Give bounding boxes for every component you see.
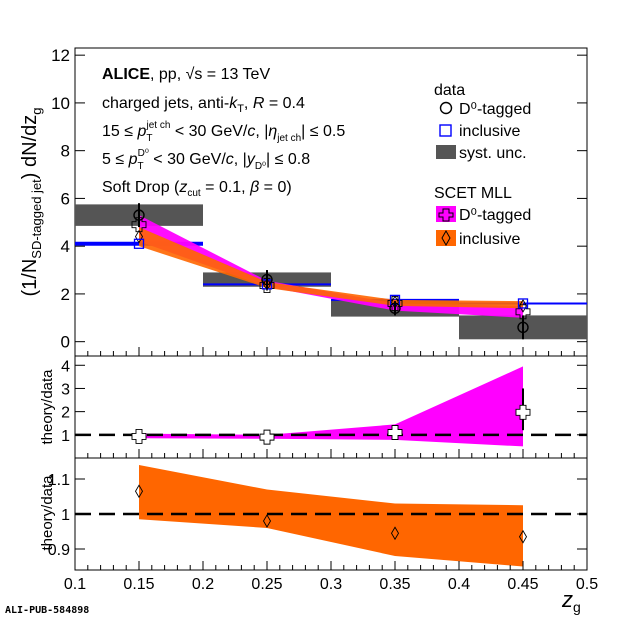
legend-theory-d0-band <box>436 206 456 222</box>
ratio-d0-plot-layer <box>75 366 587 447</box>
legend-inclusive-data-marker <box>439 124 452 137</box>
theory-inclusive-marker <box>262 277 272 292</box>
y-tick-label: 0 <box>61 333 70 352</box>
ratio-d0-point <box>259 429 275 445</box>
y-tick-label: 2 <box>61 405 70 422</box>
ratio-d0-y-axis-title: theory/data <box>39 369 56 445</box>
ratio-d0-point <box>131 428 147 444</box>
inclusive-data-point <box>133 238 145 249</box>
legend-inclusive-data-label: inclusive <box>459 123 520 140</box>
legend-theory-d0-label: D⁰-tagged <box>459 207 531 224</box>
legend-syst-marker <box>436 145 456 159</box>
main-plot-layer <box>75 203 587 340</box>
d0-data-point <box>389 302 401 314</box>
ratio-inclusive-band <box>139 465 523 567</box>
y-tick-label: 1 <box>61 507 70 524</box>
y-tick-label: 1 <box>61 428 70 445</box>
x-tick-label: 0.4 <box>448 576 470 593</box>
y-tick-label: 1.1 <box>48 472 70 489</box>
theory-inclusive-marker <box>134 229 144 244</box>
legend-data-header: data <box>434 82 465 99</box>
ratio-inclusive-point <box>518 529 528 544</box>
legend-theory-incl-band <box>436 230 456 246</box>
ratio-inclusive-point <box>390 526 400 541</box>
annotation-soft-drop: Soft Drop (zcut = 0.1, β = 0) <box>102 179 292 199</box>
y-tick-label: 8 <box>61 142 70 161</box>
x-tick-label: 0.45 <box>507 576 538 593</box>
theory-inclusive-band <box>139 227 523 309</box>
legend-theory-incl-marker <box>441 229 451 247</box>
ratio-d0-band <box>139 366 523 447</box>
ratio-d0-point <box>515 404 531 420</box>
x-tick-label: 0.1 <box>64 576 86 593</box>
publication-id: ALI-PUB-584898 <box>5 605 89 616</box>
theory-d0-marker <box>131 217 147 233</box>
ratio-inclusive-point <box>262 514 272 528</box>
ratio-inclusive-point <box>134 484 144 499</box>
x-tick-label: 0.5 <box>576 576 598 593</box>
d0-data-point <box>133 209 145 221</box>
legend-syst-label: syst. unc. <box>459 145 527 162</box>
d0-data-point <box>261 273 273 286</box>
x-tick-label: 0.35 <box>379 576 410 593</box>
legend-d0-data-marker <box>439 101 453 115</box>
y-tick-label: 10 <box>51 94 70 113</box>
inclusive-data-point <box>517 298 529 309</box>
theory-d0-marker <box>387 296 403 311</box>
theory-inclusive-marker <box>518 298 528 313</box>
main-y-axis-title: (1/NSD-tagged jet) dN/dzg <box>19 108 44 297</box>
y-tick-label: 4 <box>61 237 70 256</box>
theory-d0-marker <box>515 304 531 320</box>
d0-data-point <box>517 321 529 334</box>
ratio-incl-plot-layer <box>75 465 587 567</box>
ratio-incl-y-axis-title: theory/data <box>39 475 56 551</box>
y-tick-label: 4 <box>61 358 70 375</box>
theory-d0-marker <box>259 278 275 294</box>
y-tick-label: 12 <box>51 46 70 65</box>
x-tick-label: 0.2 <box>192 576 214 593</box>
legend-theory-header: SCET MLL <box>434 185 512 202</box>
x-tick-label: 0.3 <box>320 576 342 593</box>
annotation-d0-pt: 5 ≤ pTD⁰ < 30 GeV/c, |yD⁰| ≤ 0.8 <box>102 148 310 172</box>
y-tick-label: 2 <box>61 285 70 304</box>
annotation-jets: charged jets, anti-kT, R = 0.4 <box>102 95 305 115</box>
legend-theory-incl-label: inclusive <box>459 231 520 248</box>
annotation-alice: ALICE, pp, √s = 13 TeV <box>102 66 270 83</box>
annotation-jet-pt: 15 ≤ pTjet ch < 30 GeV/c, |ηjet ch| ≤ 0.… <box>102 120 345 144</box>
legend-theory-d0-marker <box>438 208 454 222</box>
legend-d0-data-label: D⁰-tagged <box>459 101 531 118</box>
y-tick-label: 6 <box>61 189 70 208</box>
x-tick-label: 0.25 <box>251 576 282 593</box>
ratio-d0-point <box>387 425 403 440</box>
y-tick-label: 3 <box>61 381 70 398</box>
y-tick-label: 0.9 <box>48 542 70 559</box>
x-tick-label: 0.15 <box>123 576 154 593</box>
